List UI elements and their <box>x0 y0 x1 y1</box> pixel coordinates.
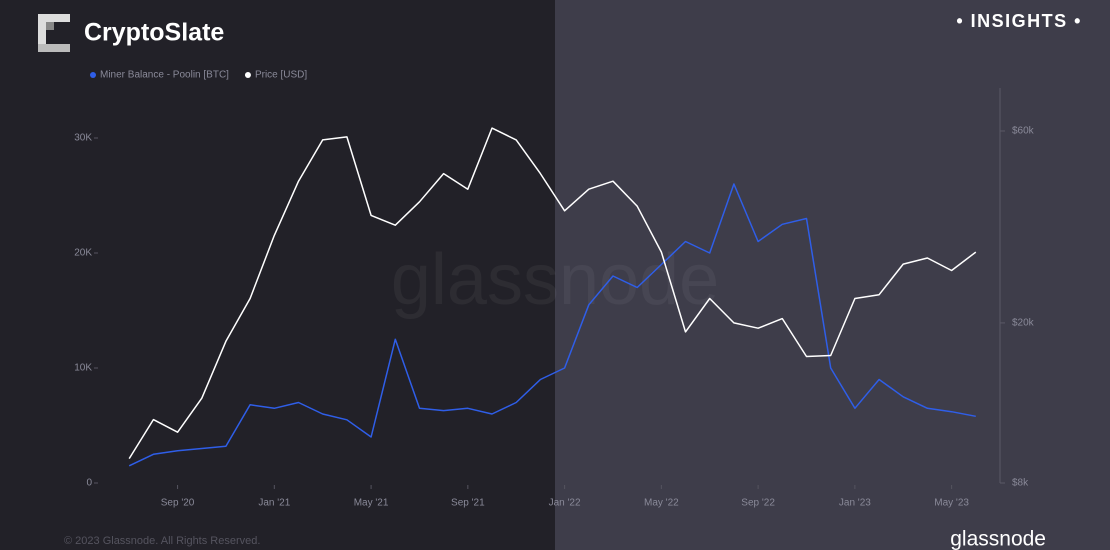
x-tick-label: Sep '20 <box>161 498 195 509</box>
x-tick-label: Sep '22 <box>741 498 775 509</box>
legend-label: Price [USD] <box>255 70 307 81</box>
legend-marker <box>90 72 96 78</box>
brand: CryptoSlate <box>84 19 224 47</box>
series-line <box>128 127 977 459</box>
legend-marker <box>244 72 251 78</box>
y-tick-label: 20K <box>74 248 92 259</box>
x-tick-label: Jan '21 <box>258 498 290 509</box>
x-tick-label: Sep '21 <box>451 498 485 509</box>
x-tick-label: May '23 <box>934 498 969 509</box>
watermark: glassnode <box>391 240 719 320</box>
y2-tick-label: $8k <box>1012 478 1029 489</box>
y-tick-label: 30K <box>74 133 92 144</box>
logo <box>38 14 70 52</box>
background-left <box>0 0 555 550</box>
y-tick-label: 10K <box>74 363 92 374</box>
legend-label: Miner Balance - Poolin [BTC] <box>100 70 229 81</box>
x-tick-label: May '22 <box>644 498 679 509</box>
y2-tick-label: $60k <box>1012 126 1035 137</box>
series-line <box>128 183 976 467</box>
footer-brand: glassnode <box>950 528 1046 550</box>
badge: • INSIGHTS • <box>956 11 1082 31</box>
background-right <box>555 0 1110 550</box>
copyright: © 2023 Glassnode. All Rights Reserved. <box>64 535 260 547</box>
y2-tick-label: $20k <box>1012 318 1035 329</box>
x-tick-label: Jan '22 <box>549 498 581 509</box>
x-tick-label: Jan '23 <box>839 498 871 509</box>
x-tick-label: May '21 <box>354 498 389 509</box>
y-tick-label: 0 <box>86 478 92 489</box>
